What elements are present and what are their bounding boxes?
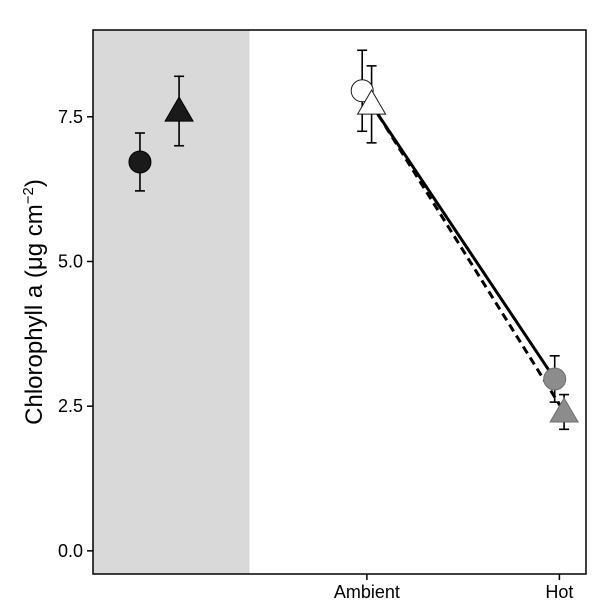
- plot-border: [92, 29, 587, 575]
- y-axis-title-close: ): [21, 179, 48, 187]
- data-marks: [128, 49, 579, 431]
- y-tick-label: 2.5: [58, 396, 83, 416]
- reference-point-circle: [128, 150, 152, 174]
- x-tick-label-hot: Hot: [545, 582, 573, 602]
- series-lines: [360, 89, 566, 413]
- y-tick-label: 7.5: [58, 107, 83, 127]
- y-axis: 0.0 2.5 5.0 7.5: [58, 107, 93, 561]
- point-triangle-ambient: [356, 89, 387, 115]
- x-axis: Ambient Hot: [334, 574, 573, 602]
- y-axis-title-main: Chlorophyll a (μg cm: [21, 204, 48, 425]
- x-tick-label-ambient: Ambient: [334, 582, 400, 602]
- reference-point-triangle: [164, 96, 194, 122]
- point-triangle-hot: [549, 396, 579, 423]
- point-circle-hot: [543, 367, 567, 391]
- y-axis-title-superscript: −2: [20, 187, 37, 204]
- series-line-triangle: [370, 103, 566, 413]
- y-tick-label: 0.0: [58, 541, 83, 561]
- y-tick-label: 5.0: [58, 251, 83, 271]
- y-axis-title: Chlorophyll a (μg cm−2): [20, 179, 48, 425]
